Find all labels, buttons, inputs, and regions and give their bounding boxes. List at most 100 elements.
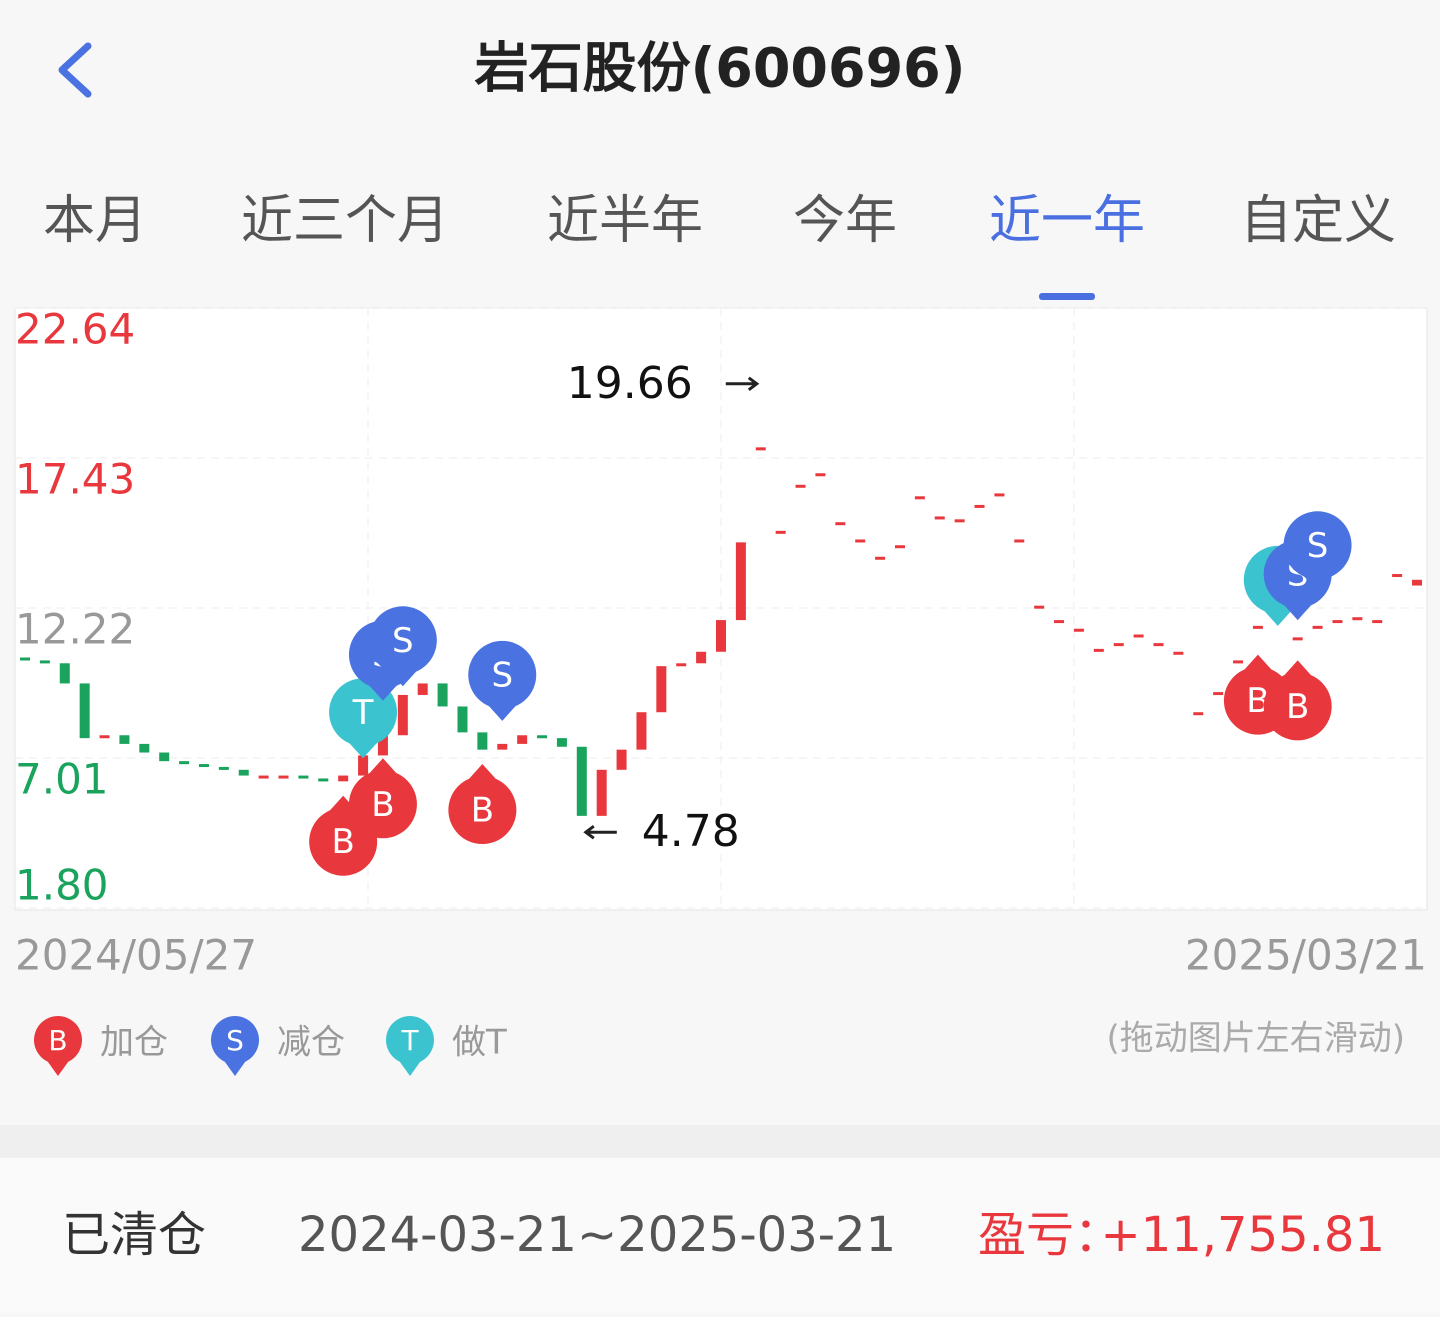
legend-icon [386,1016,434,1064]
candle [1213,692,1224,696]
candle [517,735,528,744]
legend-label: 减仓 [277,1023,345,1063]
candle [1292,637,1303,641]
candle [1153,643,1164,647]
candle [298,775,309,779]
tab[interactable]: 自定义 [1240,191,1396,251]
candle [1034,605,1045,609]
candle [1193,712,1204,716]
candle [397,694,408,736]
tab[interactable]: 本月 [43,191,147,251]
candle [696,651,707,664]
y-tick-label: 7.01 [15,755,109,804]
candle [636,712,647,750]
candle [954,519,965,523]
trade-label: B [371,785,394,825]
trade-label: B [471,791,494,831]
trade-marker: S [468,640,537,721]
trade-pin [1263,672,1332,741]
period: 2024-03-21~2025-03-21 [298,1207,896,1263]
legend-icon-label: T [400,1024,419,1057]
legend-label: 做T [452,1023,507,1063]
trade-pin [448,776,517,845]
candle [676,663,687,667]
candle [457,706,468,733]
candle [994,493,1005,497]
candle [358,755,369,776]
candle [656,666,667,713]
x-tick-label: 2024/05/27 [15,931,257,980]
x-tick-label: 2025/03/21 [1185,931,1427,980]
legend-icon [34,1016,82,1064]
tab[interactable]: 近三个月 [241,191,449,251]
candle [1113,643,1124,647]
candle [238,769,249,776]
candle [974,504,985,508]
back-button[interactable] [58,42,92,98]
candle [218,766,229,770]
candle [1252,625,1263,629]
candle [1054,620,1065,624]
candle [179,761,190,765]
separator [0,1125,1440,1158]
legend-label: 加仓 [100,1023,168,1063]
candle [139,743,150,753]
candle [318,778,329,782]
candle [1312,625,1323,629]
candle [616,749,627,770]
tab[interactable]: 今年 [793,191,897,251]
candle [1073,628,1084,632]
candle [437,683,448,707]
y-tick-label: 22.64 [15,305,135,354]
trade-label: S [491,655,513,695]
candle [497,743,508,750]
low-arrow [583,825,617,840]
candle [716,620,726,652]
legend-item: B 加仓 [34,1016,168,1076]
candle [119,735,130,744]
trade-label: B [1246,681,1269,721]
candle [338,775,349,782]
chart: 1.80 7.01 12.22 17.43 22.64 2024/05/27 2025/03… [15,305,1427,1076]
candle [20,657,30,661]
trade-marker: S [368,606,437,687]
footer-bg [0,1158,1440,1313]
trade-pin [368,606,437,675]
hint: (拖动图片左右滑动) [1106,1019,1405,1059]
candle [278,775,289,779]
tab[interactable]: 近一年 [989,191,1145,251]
trade-pin [1283,511,1352,580]
legend-icon-tip [46,1059,70,1076]
candle [1332,620,1343,624]
trade-pin [468,640,537,709]
legend-item: S 减仓 [211,1016,345,1076]
trade-label: B [332,822,355,862]
candle [99,735,110,739]
candle [159,752,170,762]
trade-marker: B [448,764,517,845]
candle [1392,574,1403,578]
high-label: 19.66 [567,358,693,409]
candle [417,683,428,695]
tab-underline [1039,293,1095,300]
candle [1133,634,1144,638]
legend-icon [211,1016,259,1064]
candle [1233,660,1244,664]
legend-item: T 做T [386,1016,507,1076]
tab[interactable]: 近半年 [547,191,703,251]
y-tick-label: 12.22 [15,605,135,654]
candle [815,473,826,477]
candle [576,746,587,816]
candle [775,530,786,534]
candle [59,663,70,684]
candle [537,735,548,739]
profit-label: 盈亏： [978,1207,1122,1263]
candle [1093,648,1104,652]
legend-icon-label: B [48,1024,67,1057]
candle [79,683,90,739]
trade-label: B [1286,687,1309,727]
legend-icon-tip [398,1059,422,1076]
y-tick-label: 1.80 [15,861,109,910]
candle [258,775,269,779]
